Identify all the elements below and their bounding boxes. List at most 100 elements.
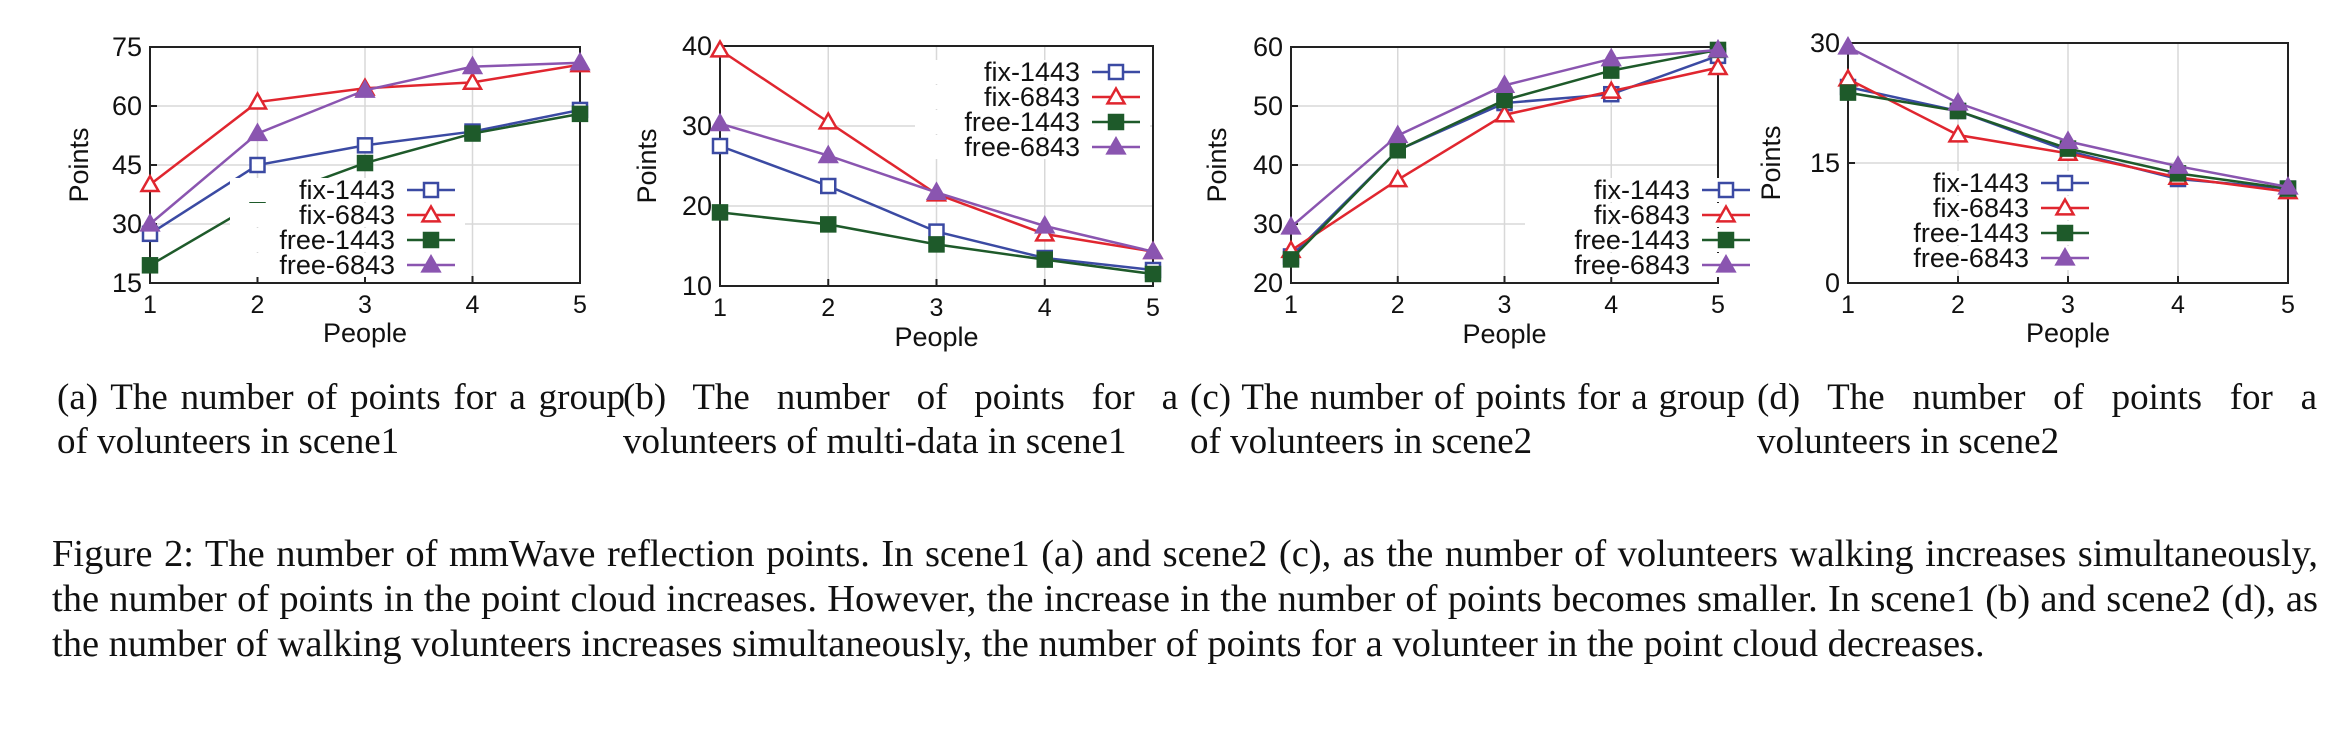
x-tick-label: 2 <box>1391 291 1405 319</box>
data-point <box>1493 103 1516 123</box>
caption-b: (b) The number of points for a volunteer… <box>623 377 1178 462</box>
data-point <box>461 71 484 91</box>
data-point <box>1493 74 1516 93</box>
series-free-6843 <box>1280 38 1729 235</box>
x-tick-label: 5 <box>2281 291 2295 319</box>
x-tick-label: 4 <box>1604 291 1618 319</box>
figure-caption: Figure 2: The number of mmWave reflectio… <box>52 533 2318 665</box>
data-point <box>1282 251 1300 268</box>
x-tick-label: 1 <box>143 291 157 319</box>
x-axis-label: People <box>894 322 978 352</box>
y-tick-label: 30 <box>1253 209 1283 239</box>
legend-label: fix-6843 <box>984 82 1080 112</box>
x-tick-label: 3 <box>358 291 372 319</box>
legend-label: free-1443 <box>1913 218 2029 248</box>
x-tick-label: 5 <box>573 291 587 319</box>
legend-marker <box>420 253 442 273</box>
data-point <box>711 137 729 155</box>
legend-label: fix-1443 <box>299 175 395 205</box>
data-point <box>817 144 839 164</box>
caption-a: (a) The number of points for a group of … <box>57 377 625 462</box>
x-tick-label: 4 <box>2171 291 2185 319</box>
legend-marker <box>2054 196 2076 216</box>
data-point <box>928 236 945 253</box>
data-point <box>711 204 729 221</box>
series-free-6843 <box>139 51 591 232</box>
data-point <box>2277 175 2299 195</box>
y-tick-label: 30 <box>682 111 712 141</box>
data-point <box>354 79 376 98</box>
data-point <box>141 257 159 274</box>
data-point <box>1707 38 1729 58</box>
x-tick-label: 1 <box>713 294 727 322</box>
data-point <box>1142 240 1164 260</box>
caption-d: (d) The number of points for a volunteer… <box>1757 377 2317 462</box>
x-tick-label: 5 <box>1711 291 1725 319</box>
series-free-6843 <box>1837 35 2299 195</box>
legend-label: free-6843 <box>279 250 395 280</box>
legend-label: fix-1443 <box>1933 168 2029 198</box>
legend-marker <box>420 203 442 223</box>
data-point <box>1947 123 1969 143</box>
data-point <box>1387 168 1409 188</box>
data-point <box>820 216 837 233</box>
data-point <box>1036 251 1053 268</box>
x-tick-label: 3 <box>1498 291 1512 319</box>
data-point <box>2057 130 2079 150</box>
y-tick-label: 75 <box>112 32 142 62</box>
data-point <box>1839 84 1857 101</box>
data-point <box>246 91 269 110</box>
data-point <box>1707 56 1729 76</box>
caption-c: (c) The number of points for a group of … <box>1190 377 1745 462</box>
legend-label: free-1443 <box>279 225 395 255</box>
y-tick-label: 50 <box>1253 91 1283 121</box>
y-axis-label: Points <box>1756 125 1786 200</box>
legend-marker <box>1107 113 1125 131</box>
data-point <box>1387 124 1409 144</box>
legend-marker <box>1715 203 1737 223</box>
data-point <box>1496 91 1513 109</box>
data-point <box>1280 215 1302 235</box>
legend-marker <box>1107 63 1125 81</box>
data-point <box>709 112 731 132</box>
y-axis-label: Points <box>64 127 94 202</box>
legend-marker <box>2056 174 2074 192</box>
x-tick-label: 2 <box>251 291 265 319</box>
legend-label: fix-6843 <box>1594 200 1690 230</box>
y-axis-label: Points <box>1202 127 1232 202</box>
y-tick-label: 20 <box>1253 268 1283 298</box>
x-axis-label: People <box>2026 318 2110 348</box>
series-free-1443 <box>141 105 589 274</box>
y-tick-label: 40 <box>682 31 712 61</box>
y-tick-label: 30 <box>112 209 142 239</box>
legend-marker <box>1715 253 1737 273</box>
data-point <box>356 154 374 172</box>
legend-label: free-1443 <box>1574 225 1690 255</box>
legend-label: fix-6843 <box>1933 193 2029 223</box>
legend-marker <box>2056 224 2074 242</box>
data-point <box>139 212 161 232</box>
data-point <box>709 38 731 58</box>
legend-label: free-6843 <box>1574 250 1690 280</box>
legend-label: fix-6843 <box>299 200 395 230</box>
y-tick-label: 45 <box>112 150 142 180</box>
data-point <box>464 125 481 142</box>
data-point <box>249 156 266 174</box>
x-tick-label: 4 <box>1038 294 1052 322</box>
y-tick-label: 15 <box>112 268 142 298</box>
y-tick-label: 0 <box>1825 268 1840 298</box>
series-free-6843 <box>709 112 1164 260</box>
data-point <box>1600 47 1622 67</box>
legend-label: free-1443 <box>964 107 1080 137</box>
chart-panel-b: 10 20 30 40 1 2 3 4 5 People Points fix-1443fix-684… <box>632 31 1164 352</box>
y-tick-label: 30 <box>1810 28 1840 58</box>
data-point <box>356 137 374 154</box>
legend-label: free-6843 <box>1913 243 2029 273</box>
chart-panel-c: 20 30 40 50 60 1 2 3 4 5 People Points fix-1443fix-6… <box>1202 32 1760 349</box>
y-tick-label: 20 <box>682 191 712 221</box>
